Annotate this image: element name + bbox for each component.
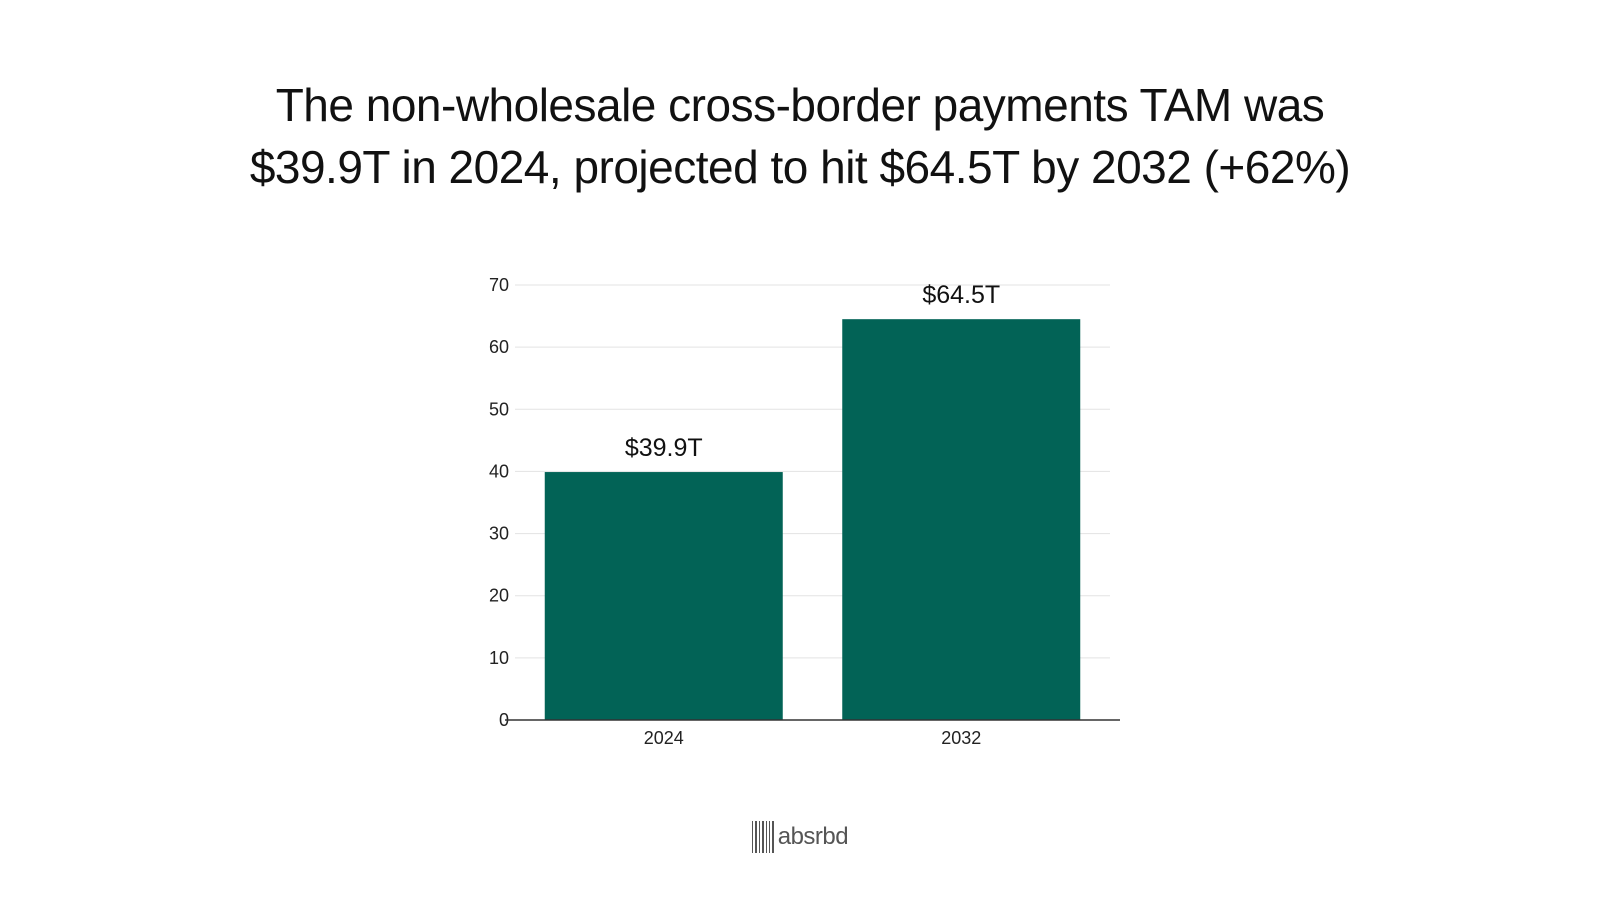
y-tick-label: 0 [499,710,509,730]
y-tick-label: 30 [489,524,509,544]
x-axis-tick-labels: 2024 2032 [644,728,982,748]
bar-2024 [544,472,783,720]
y-axis-tick-labels: 0 10 20 30 40 50 60 70 [489,275,509,730]
chart-title: The non-wholesale cross-border payments … [0,74,1600,198]
x-tick-label-2032: 2032 [941,728,981,748]
data-labels: $39.9T $64.5T [625,281,1000,462]
bar-chart: 0 10 20 30 40 50 60 70 $39.9T $64.5T 2024 2032 [489,275,1120,748]
chart-title-line-1: The non-wholesale cross-border payments … [275,79,1325,131]
bars [544,319,1081,720]
bar-2032 [842,319,1081,720]
y-tick-label: 20 [489,586,509,606]
y-tick-label: 10 [489,648,509,668]
data-label-2024: $39.9T [625,434,703,462]
barcode-icon [752,821,774,853]
y-tick-label: 40 [489,461,509,481]
chart-title-line-2: $39.9T in 2024, projected to hit $64.5T … [249,141,1351,193]
x-tick-label-2024: 2024 [644,728,684,748]
y-tick-label: 70 [489,275,509,295]
data-label-2032: $64.5T [922,281,1000,309]
y-tick-label: 50 [489,399,509,419]
y-tick-label: 60 [489,337,509,357]
brand-name: absrbd [777,823,849,850]
brand-logo: absrbd [752,820,849,854]
